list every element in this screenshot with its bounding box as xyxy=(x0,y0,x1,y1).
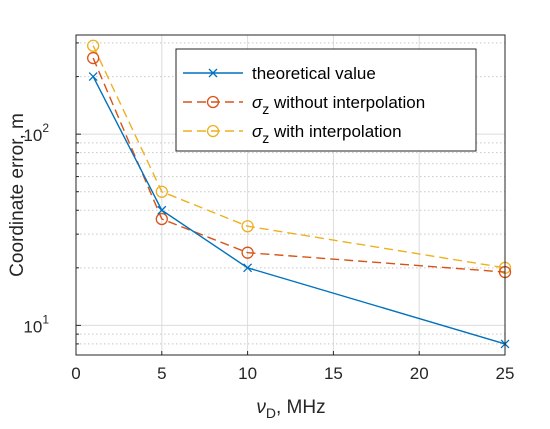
legend-label-part: σ xyxy=(252,93,263,112)
series-line xyxy=(92,57,506,273)
series-line xyxy=(92,76,506,345)
data-point xyxy=(241,246,254,259)
data-point xyxy=(155,212,168,226)
x-axis-label: νD, MHz xyxy=(256,397,325,421)
data-point xyxy=(88,72,98,82)
x-axis-label-rest: , MHz xyxy=(276,397,326,418)
legend-label-part: with interpolation xyxy=(269,122,401,141)
legend-entry: theoretical value xyxy=(183,64,376,83)
data-point xyxy=(87,51,100,65)
plot-frame xyxy=(75,34,506,356)
x-tick-label: 0 xyxy=(71,364,80,383)
y-tick-label-base: 10 xyxy=(23,317,42,336)
legend-label: σz without interpolation xyxy=(252,93,425,117)
y-tick-label-exponent: 1 xyxy=(42,312,49,326)
data-point xyxy=(206,95,220,109)
series-line xyxy=(92,45,506,269)
data-point xyxy=(206,124,220,138)
legend-label-part: without interpolation xyxy=(269,93,425,112)
legend-entry: σz without interpolation xyxy=(183,93,425,117)
x-tick-label: 5 xyxy=(157,364,166,383)
x-axis-label-symbol: ν xyxy=(256,397,266,418)
data-point xyxy=(208,68,218,78)
x-tick-label: 10 xyxy=(238,364,257,383)
y-tick-label-base: 10 xyxy=(23,126,42,145)
data-point xyxy=(157,205,167,215)
y-tick-label-exponent: 2 xyxy=(42,121,49,135)
x-tick-label: 20 xyxy=(410,364,429,383)
y-tick-label: 102 xyxy=(23,121,49,145)
data-point xyxy=(155,185,168,198)
x-tick-label: 15 xyxy=(324,364,343,383)
legend-label: theoretical value xyxy=(252,64,376,83)
legend-label-part: z xyxy=(262,130,269,146)
data-point xyxy=(241,220,254,233)
y-tick-label: 101 xyxy=(23,312,49,336)
data-point xyxy=(243,263,253,273)
legend-label-part: theoretical value xyxy=(252,64,376,83)
legend-box xyxy=(175,48,477,152)
x-axis-label-subscript: D xyxy=(266,405,276,421)
legend-label-part: σ xyxy=(252,122,263,141)
y-axis-label: Coordinate error, m xyxy=(7,113,28,277)
x-tick-label: 25 xyxy=(496,364,515,383)
legend-label-part: z xyxy=(262,101,269,117)
legend-entry: σz with interpolation xyxy=(183,122,402,146)
data-point xyxy=(87,39,100,52)
legend-label: σz with interpolation xyxy=(252,122,402,146)
